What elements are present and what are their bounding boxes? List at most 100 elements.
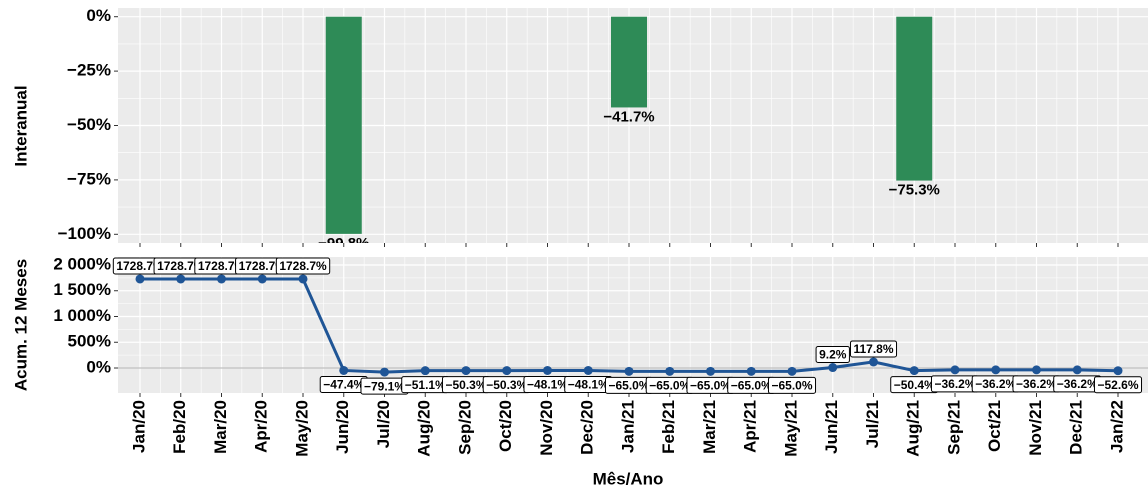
point (583, 365, 593, 375)
y-tick-label: 1 000% (53, 306, 111, 325)
bar (896, 16, 933, 181)
point (380, 367, 389, 377)
value-label: −36.2% (1057, 377, 1098, 391)
x-axis-title: Mês/Ano (593, 469, 664, 488)
value-label-box: −65.0% (686, 376, 735, 394)
value-label: −79.1% (364, 379, 405, 393)
x-tick-label: Jun/21 (822, 400, 841, 454)
y-tick-label: 0% (86, 357, 111, 376)
point (502, 366, 512, 376)
value-label-box: −36.2% (1012, 375, 1061, 393)
bar (325, 16, 362, 234)
x-tick-label: Aug/20 (415, 400, 434, 457)
point (706, 366, 715, 376)
x-tick-label: Nov/21 (1026, 400, 1045, 456)
value-label: −36.2% (975, 377, 1016, 391)
y-tick-label: −100% (58, 224, 111, 243)
value-label: 9.2% (819, 348, 847, 362)
label-box (849, 340, 898, 358)
value-label-box: −65.0% (604, 376, 654, 394)
label-box (767, 376, 817, 394)
y-tick-label: −75% (67, 169, 111, 188)
value-label: −51.1% (405, 378, 446, 392)
point (135, 274, 145, 284)
point (1072, 365, 1082, 375)
value-label-box: −50.4% (890, 376, 939, 394)
y-tick-label: 0% (86, 6, 111, 25)
y-tick-label: 1 500% (53, 280, 111, 299)
value-label-box: −36.2% (1053, 375, 1102, 393)
point (339, 365, 349, 375)
value-label-box: −52.6% (1093, 376, 1143, 394)
x-tick-label: Apr/20 (252, 400, 271, 453)
y-tick-label: −25% (67, 61, 111, 80)
value-label-box: 9.2% (815, 346, 850, 364)
point (787, 366, 797, 376)
x-tick-label: Aug/21 (904, 400, 923, 457)
value-label: −52.6% (1097, 378, 1138, 392)
value-label: 1728.7% (198, 259, 246, 273)
value-label-box: −50.3% (482, 376, 531, 394)
point (909, 366, 919, 376)
x-tick-label: Feb/20 (170, 400, 189, 454)
x-tick-label: Jan/20 (129, 400, 148, 453)
value-label: −50.3% (486, 378, 527, 392)
value-label-box: 1728.7% (235, 257, 290, 275)
value-label-box: −79.1% (360, 377, 409, 395)
point (991, 365, 1001, 375)
x-tick-label: Mar/21 (700, 400, 719, 454)
value-label-box: −47.4% (319, 375, 368, 393)
value-label: −65.0% (649, 379, 690, 393)
x-tick-label: Jan/22 (1107, 400, 1126, 453)
value-label: −99.8% (318, 235, 369, 252)
point (869, 357, 878, 367)
x-tick-label: May/21 (781, 400, 800, 457)
label-box (1093, 376, 1143, 394)
value-label: −65.0% (608, 379, 649, 393)
point (950, 365, 960, 375)
x-tick-label: Oct/21 (985, 400, 1004, 452)
value-label: −50.4% (894, 378, 935, 392)
point (217, 274, 226, 284)
value-label-box: −65.0% (645, 376, 694, 394)
value-label-box: −36.2% (930, 375, 980, 393)
x-tick-label: Jul/20 (374, 400, 393, 448)
value-label: −65.0% (731, 379, 772, 393)
value-label-box: −48.1% (523, 375, 572, 393)
value-label: −47.4% (323, 378, 364, 392)
value-label-box: −65.0% (767, 376, 817, 394)
point (1032, 365, 1041, 375)
x-tick-label: Nov/20 (537, 400, 556, 456)
point (461, 366, 471, 376)
point (257, 274, 267, 284)
bar (611, 16, 647, 108)
y-axis-title: Interanual (11, 85, 30, 166)
x-tick-label: Jun/20 (333, 400, 352, 454)
value-label: 117.8% (853, 342, 893, 356)
y-axis-title: Acum. 12 Meses (11, 259, 30, 391)
value-label-box: −50.3% (441, 376, 491, 394)
x-tick-label: Dec/20 (578, 400, 597, 455)
value-label: −36.2% (1016, 377, 1057, 391)
value-label: 1728.7% (116, 259, 164, 273)
x-tick-label: Oct/20 (496, 400, 515, 452)
value-label: −50.3% (445, 378, 486, 392)
value-label-box: 117.8% (849, 340, 898, 358)
point (828, 363, 838, 373)
x-tick-label: May/20 (292, 400, 311, 457)
y-tick-label: −50% (67, 115, 111, 134)
point (665, 366, 675, 376)
value-label-box: −51.1% (401, 376, 450, 394)
x-tick-label: Sep/21 (944, 400, 963, 455)
plot-area: −99.8% −41.7% −75.3% (118, 8, 1148, 252)
value-label-box: −36.2% (971, 375, 1020, 393)
x-tick-label: Sep/20 (455, 400, 474, 455)
value-label-box: −48.1% (564, 375, 613, 393)
point (298, 274, 308, 284)
y-tick-label: 500% (68, 332, 111, 351)
point (624, 366, 634, 376)
value-label: 1728.7% (279, 259, 327, 273)
point (1113, 366, 1123, 376)
point (543, 365, 552, 375)
